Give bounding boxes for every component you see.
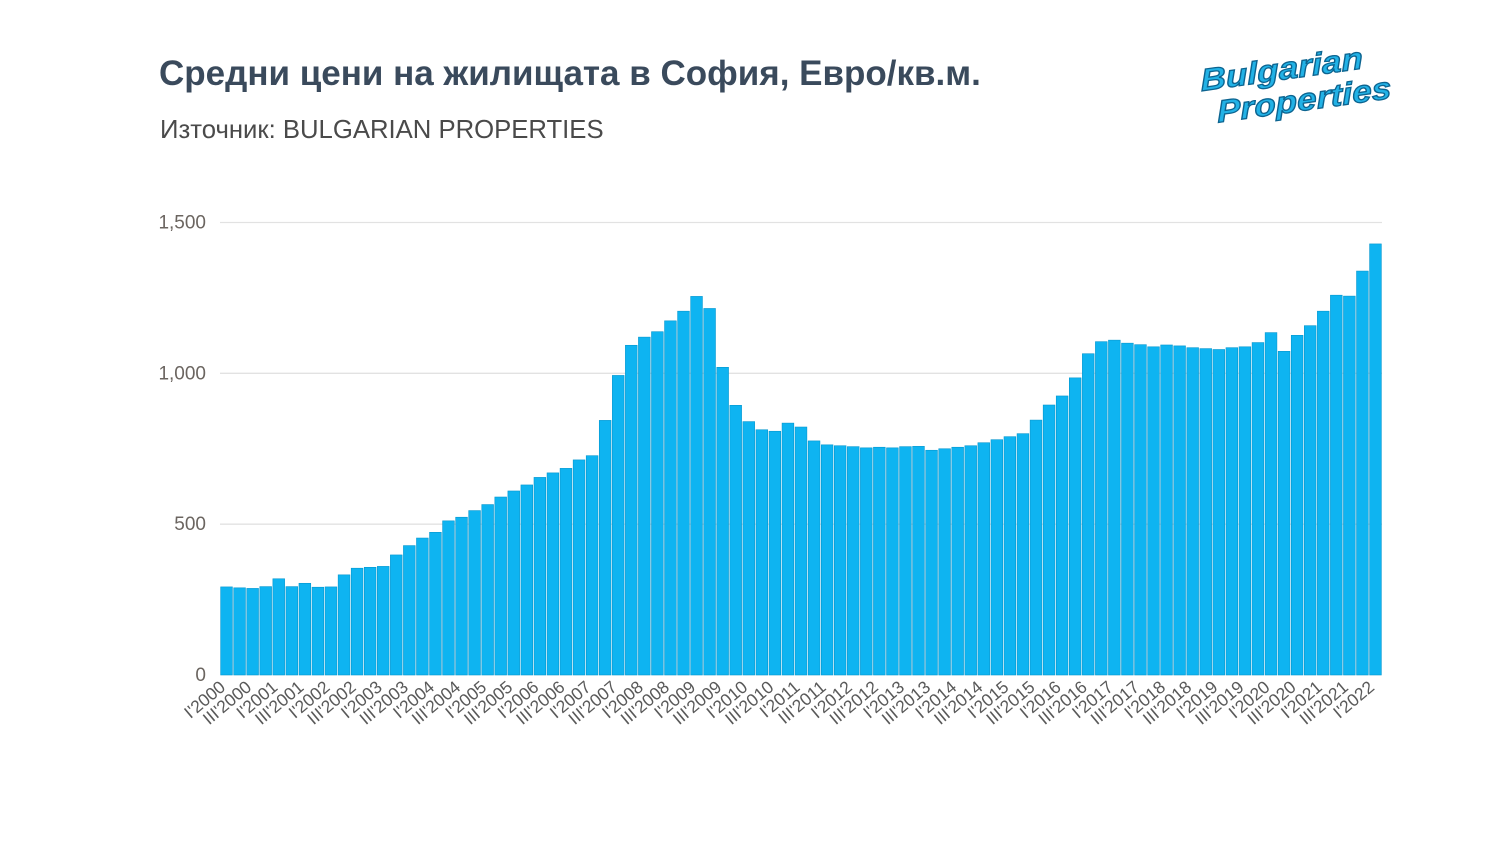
svg-text:500: 500 — [174, 514, 206, 535]
svg-text:0: 0 — [195, 665, 206, 686]
svg-text:1,500: 1,500 — [158, 213, 206, 234]
svg-text:1,000: 1,000 — [158, 363, 206, 384]
